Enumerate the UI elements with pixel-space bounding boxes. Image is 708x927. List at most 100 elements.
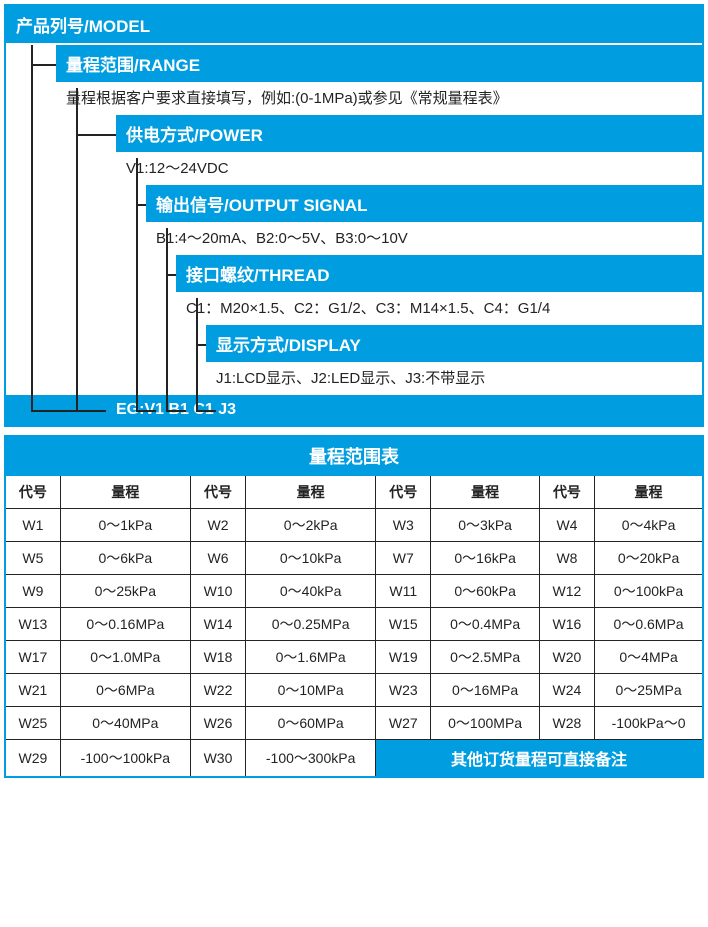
cell-range: -100kPa～0 xyxy=(595,707,703,740)
spec-step-value: 量程根据客户要求直接填写，例如:(0-1MPa)或参见《常规量程表》 xyxy=(56,82,702,113)
spec-step-label: 量程范围/RANGE xyxy=(56,45,702,82)
spec-tree: 量程范围/RANGE量程根据客户要求直接填写，例如:(0-1MPa)或参见《常规… xyxy=(6,45,702,393)
range-table-title: 量程范围表 xyxy=(5,436,703,476)
spec-step: 供电方式/POWERV1:12～24VDC xyxy=(6,115,702,183)
cell-code: W13 xyxy=(5,608,60,641)
col-header-range: 量程 xyxy=(60,476,190,509)
cell-code: W11 xyxy=(376,575,431,608)
cell-range: -100～100kPa xyxy=(60,740,190,778)
cell-code: W8 xyxy=(539,542,594,575)
spec-step: 接口螺纹/THREADC1：M20×1.5、C2：G1/2、C3：M14×1.5… xyxy=(6,255,702,323)
cell-range: 0～20kPa xyxy=(595,542,703,575)
spec-step-value: V1:12～24VDC xyxy=(116,152,702,183)
cell-range: 0～25MPa xyxy=(595,674,703,707)
table-row: W90～25kPaW100～40kPaW110～60kPaW120～100kPa xyxy=(5,575,703,608)
cell-range: 0～0.6MPa xyxy=(595,608,703,641)
col-header-range: 量程 xyxy=(595,476,703,509)
range-table-body: W10～1kPaW20～2kPaW30～3kPaW40～4kPaW50～6kPa… xyxy=(5,509,703,778)
cell-range: 0～10MPa xyxy=(246,674,376,707)
cell-range: 0～0.25MPa xyxy=(246,608,376,641)
cell-range: 0～1.6MPa xyxy=(246,641,376,674)
spec-step-value: J1:LCD显示、J2:LED显示、J3:不带显示 xyxy=(206,362,702,393)
spec-step-label: 输出信号/OUTPUT SIGNAL xyxy=(146,185,702,222)
example-bar: EG:V1 B1 C1 J3 xyxy=(6,395,702,425)
cell-code: W27 xyxy=(376,707,431,740)
cell-range: 0～10kPa xyxy=(246,542,376,575)
cell-code: W1 xyxy=(5,509,60,542)
cell-code: W16 xyxy=(539,608,594,641)
model-header: 产品列号/MODEL xyxy=(6,6,702,43)
cell-code: W26 xyxy=(190,707,245,740)
spec-step: 显示方式/DISPLAYJ1:LCD显示、J2:LED显示、J3:不带显示 xyxy=(6,325,702,393)
col-header-code: 代号 xyxy=(5,476,60,509)
table-row: W210～6MPaW220～10MPaW230～16MPaW240～25MPa xyxy=(5,674,703,707)
cell-code: W6 xyxy=(190,542,245,575)
cell-range: 0～25kPa xyxy=(60,575,190,608)
cell-code: W18 xyxy=(190,641,245,674)
spec-step: 输出信号/OUTPUT SIGNALB1:4～20mA、B2:0～5V、B3:0… xyxy=(6,185,702,253)
spec-step: 量程范围/RANGE量程根据客户要求直接填写，例如:(0-1MPa)或参见《常规… xyxy=(6,45,702,113)
cell-range: 0～4kPa xyxy=(595,509,703,542)
cell-range: 0～0.16MPa xyxy=(60,608,190,641)
cell-code: W10 xyxy=(190,575,245,608)
table-row: W50～6kPaW60～10kPaW70～16kPaW80～20kPa xyxy=(5,542,703,575)
spec-block: 产品列号/MODEL 量程范围/RANGE量程根据客户要求直接填写，例如:(0-… xyxy=(4,4,704,427)
cell-range: 0～2kPa xyxy=(246,509,376,542)
spec-step-label: 接口螺纹/THREAD xyxy=(176,255,702,292)
cell-code: W20 xyxy=(539,641,594,674)
cell-range: 0～16kPa xyxy=(431,542,539,575)
cell-range: 0～60MPa xyxy=(246,707,376,740)
cell-code: W17 xyxy=(5,641,60,674)
col-header-range: 量程 xyxy=(246,476,376,509)
spec-step-label: 显示方式/DISPLAY xyxy=(206,325,702,362)
range-note: 其他订货量程可直接备注 xyxy=(376,740,703,778)
cell-code: W4 xyxy=(539,509,594,542)
spec-step-value: B1:4～20mA、B2:0～5V、B3:0～10V xyxy=(146,222,702,253)
cell-range: 0～1.0MPa xyxy=(60,641,190,674)
cell-code: W15 xyxy=(376,608,431,641)
spec-step-value: C1：M20×1.5、C2：G1/2、C3：M14×1.5、C4：G1/4 xyxy=(176,292,702,323)
cell-range: 0～0.4MPa xyxy=(431,608,539,641)
cell-range: 0～40MPa xyxy=(60,707,190,740)
cell-code: W5 xyxy=(5,542,60,575)
cell-code: W25 xyxy=(5,707,60,740)
cell-range: 0～60kPa xyxy=(431,575,539,608)
range-table: 量程范围表 代号量程代号量程代号量程代号量程 W10～1kPaW20～2kPaW… xyxy=(4,435,704,778)
cell-range: 0～40kPa xyxy=(246,575,376,608)
cell-code: W3 xyxy=(376,509,431,542)
cell-code: W28 xyxy=(539,707,594,740)
cell-range: 0～4MPa xyxy=(595,641,703,674)
cell-range: 0～100MPa xyxy=(431,707,539,740)
cell-range: -100～300kPa xyxy=(246,740,376,778)
col-header-code: 代号 xyxy=(190,476,245,509)
cell-range: 0～2.5MPa xyxy=(431,641,539,674)
spec-step-label: 供电方式/POWER xyxy=(116,115,702,152)
table-row: W250～40MPaW260～60MPaW270～100MPaW28-100kP… xyxy=(5,707,703,740)
cell-code: W19 xyxy=(376,641,431,674)
table-row: W29-100～100kPaW30-100～300kPa其他订货量程可直接备注 xyxy=(5,740,703,778)
cell-range: 0～6kPa xyxy=(60,542,190,575)
cell-code: W21 xyxy=(5,674,60,707)
cell-code: W7 xyxy=(376,542,431,575)
cell-code: W2 xyxy=(190,509,245,542)
cell-code: W9 xyxy=(5,575,60,608)
cell-code: W30 xyxy=(190,740,245,778)
col-header-code: 代号 xyxy=(376,476,431,509)
cell-range: 0～3kPa xyxy=(431,509,539,542)
cell-range: 0～16MPa xyxy=(431,674,539,707)
col-header-range: 量程 xyxy=(431,476,539,509)
cell-code: W23 xyxy=(376,674,431,707)
cell-code: W24 xyxy=(539,674,594,707)
cell-range: 0～6MPa xyxy=(60,674,190,707)
cell-range: 0～1kPa xyxy=(60,509,190,542)
cell-code: W22 xyxy=(190,674,245,707)
table-row: W130～0.16MPaW140～0.25MPaW150～0.4MPaW160～… xyxy=(5,608,703,641)
cell-code: W14 xyxy=(190,608,245,641)
cell-code: W12 xyxy=(539,575,594,608)
table-row: W170～1.0MPaW180～1.6MPaW190～2.5MPaW200～4M… xyxy=(5,641,703,674)
cell-range: 0～100kPa xyxy=(595,575,703,608)
col-header-code: 代号 xyxy=(539,476,594,509)
range-table-header-row: 代号量程代号量程代号量程代号量程 xyxy=(5,476,703,509)
table-row: W10～1kPaW20～2kPaW30～3kPaW40～4kPa xyxy=(5,509,703,542)
cell-code: W29 xyxy=(5,740,60,778)
